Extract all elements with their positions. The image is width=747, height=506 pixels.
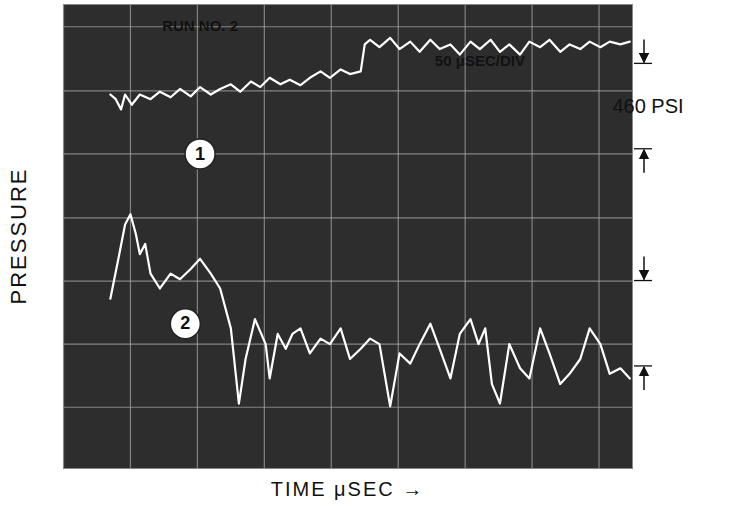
svg-text:TIME μSEC →: TIME μSEC → bbox=[271, 478, 425, 500]
svg-text:2: 2 bbox=[180, 313, 190, 333]
svg-text:50 μSEC/DIV: 50 μSEC/DIV bbox=[435, 52, 525, 69]
svg-text:RUN NO. 2: RUN NO. 2 bbox=[162, 17, 238, 34]
svg-text:460 PSI: 460 PSI bbox=[612, 95, 683, 117]
svg-text:PRESSURE: PRESSURE bbox=[6, 167, 31, 304]
svg-text:1: 1 bbox=[195, 144, 205, 164]
